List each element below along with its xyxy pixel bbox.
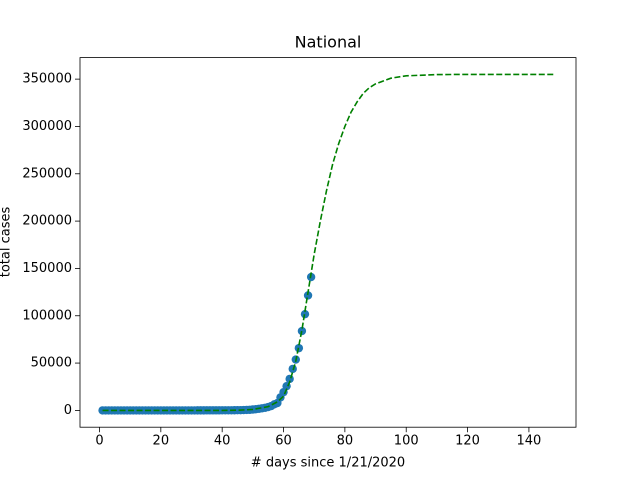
y-tick-label: 150000 <box>22 261 72 276</box>
y-tick-label: 0 <box>64 403 72 418</box>
y-axis-label: total cases <box>0 207 14 278</box>
x-tick-label: 0 <box>95 434 103 449</box>
fit-line <box>102 73 554 412</box>
plot-frame <box>79 57 577 428</box>
x-tick-label: 20 <box>153 434 170 449</box>
x-tick-label: 60 <box>275 434 292 449</box>
x-tick-label: 100 <box>394 434 419 449</box>
x-tick-label: 120 <box>455 434 480 449</box>
x-axis-label: # days since 1/21/2020 <box>251 456 405 471</box>
y-tick-label: 250000 <box>22 166 72 181</box>
y-tick-label: 200000 <box>22 214 72 229</box>
x-tick-label: 140 <box>517 434 542 449</box>
data-point <box>303 291 313 300</box>
x-tick-label: 80 <box>337 434 354 449</box>
y-tick-label: 50000 <box>31 356 72 371</box>
data-point <box>300 309 310 319</box>
chart-title: National <box>295 33 362 52</box>
y-tick-label: 300000 <box>22 119 72 134</box>
x-tick-label: 40 <box>214 434 231 449</box>
y-tick-label: 350000 <box>22 72 72 87</box>
data-point <box>297 326 307 336</box>
y-tick-label: 100000 <box>22 308 72 323</box>
